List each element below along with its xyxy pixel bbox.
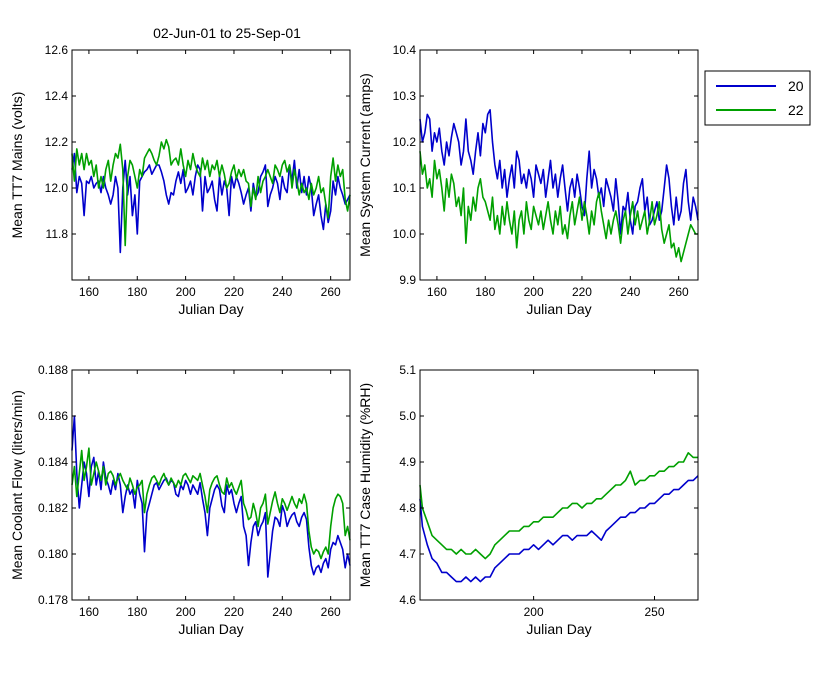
series-line-20: [71, 152, 351, 254]
x-tick-label: 180: [127, 285, 147, 299]
x-tick-label: 180: [127, 605, 147, 619]
series-line-20: [419, 109, 699, 235]
y-tick-label: 11.8: [46, 227, 69, 241]
x-tick-label: 180: [475, 285, 495, 299]
x-tick-label: 240: [620, 285, 640, 299]
y-tick-label: 0.186: [38, 409, 68, 423]
chart-panel-4: 200 250 4.6 4.7 4.8 4.9 5.0 5.1 Julian Day Mean T…: [357, 363, 699, 637]
y-tick-label: 12.0: [45, 181, 69, 195]
x-tick-label: 260: [321, 605, 341, 619]
y-tick-label: 5.0: [399, 409, 416, 423]
axes-frame: [71, 369, 351, 601]
series-line-22: [419, 451, 698, 560]
y-tick-label: 12.4: [45, 89, 69, 103]
series-line-20: [419, 475, 699, 583]
legend-label-22: 22: [788, 102, 804, 118]
x-axis-label: Julian Day: [526, 301, 591, 317]
x-tick-label: 200: [524, 605, 544, 619]
y-axis-label: Mean Coolant Flow (liters/min): [9, 390, 25, 580]
x-tick-label: 200: [176, 605, 196, 619]
legend-frame: [704, 70, 811, 126]
y-tick-label: 0.180: [38, 547, 68, 561]
series-line-22: [71, 447, 351, 560]
x-tick-label: 240: [272, 605, 292, 619]
x-tick-label: 220: [224, 605, 244, 619]
y-tick-label: 4.6: [399, 593, 416, 607]
y-tick-label: 10.2: [393, 135, 417, 149]
y-tick-label: 0.182: [38, 501, 68, 515]
x-tick-label: 250: [644, 605, 664, 619]
y-tick-label: 9.9: [399, 273, 416, 287]
axes-frame: [71, 49, 351, 281]
y-tick-label: 0.184: [38, 455, 68, 469]
x-axis-label: Julian Day: [178, 301, 243, 317]
y-axis-label: Mean TT7 Mains (volts): [9, 92, 25, 239]
x-tick-label: 220: [572, 285, 592, 299]
series-line-22: [71, 138, 351, 247]
y-tick-label: 4.7: [399, 547, 416, 561]
x-axis-label: Julian Day: [526, 621, 591, 637]
y-tick-label: 10.0: [393, 227, 417, 241]
x-tick-label: 220: [224, 285, 244, 299]
y-tick-label: 12.6: [45, 43, 69, 57]
y-tick-label: 0.188: [38, 363, 68, 377]
figure-title: 02-Jun-01 to 25-Sep-01: [153, 25, 301, 41]
y-tick-label: 4.8: [399, 501, 416, 515]
axes-frame: [419, 49, 699, 281]
plot-area: [420, 370, 698, 600]
y-tick-label: 4.9: [399, 455, 416, 469]
x-tick-label: 160: [427, 285, 447, 299]
x-tick-label: 160: [79, 285, 99, 299]
y-tick-label: 0.178: [38, 593, 68, 607]
x-axis-label: Julian Day: [178, 621, 243, 637]
chart-panel-2: 160 180 200 220 240 260 9.9 10.0 10.1 10.2 10.3 10.…: [357, 43, 699, 317]
x-tick-label: 240: [272, 285, 292, 299]
y-axis-label: Mean TT7 Case Humidity (%RH): [357, 383, 373, 587]
series-line-22: [419, 151, 698, 263]
series-line-20: [71, 415, 351, 578]
x-tick-label: 160: [79, 605, 99, 619]
x-tick-label: 260: [669, 285, 689, 299]
y-tick-label: 10.3: [393, 89, 417, 103]
chart-panel-1: 160 180 200 220 240 260 11.8 12.0 12.2 12.4 12.6 Ju…: [9, 43, 351, 317]
y-tick-label: 5.1: [399, 363, 416, 377]
y-axis-label: Mean System Current (amps): [357, 73, 373, 257]
plot-area: [72, 50, 350, 280]
x-tick-label: 200: [176, 285, 196, 299]
y-tick-label: 10.4: [393, 43, 417, 57]
y-tick-label: 12.2: [45, 135, 69, 149]
axes-frame: [419, 369, 699, 601]
legend-label-20: 20: [788, 78, 804, 94]
x-tick-label: 260: [321, 285, 341, 299]
chart-panel-3: 160 180 200 220 240 260 0.178 0.180 0.182 0.184 0.…: [9, 363, 351, 637]
legend-box: 20 22: [704, 70, 811, 126]
y-tick-label: 10.1: [393, 181, 417, 195]
x-tick-label: 200: [524, 285, 544, 299]
